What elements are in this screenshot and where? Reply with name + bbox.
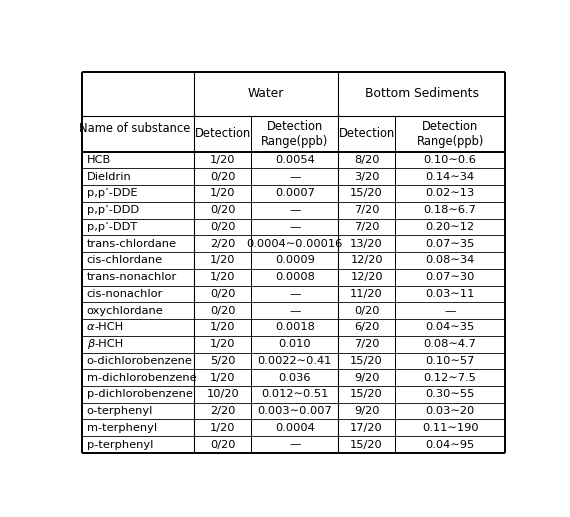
Text: 6/20: 6/20 <box>354 323 379 332</box>
Text: 0.07∼35: 0.07∼35 <box>425 239 475 249</box>
Text: oxychlordane: oxychlordane <box>87 306 164 316</box>
Text: m-dichlorobenzene: m-dichlorobenzene <box>87 373 196 383</box>
Text: 0/20: 0/20 <box>210 172 235 181</box>
Text: 1/20: 1/20 <box>210 373 235 383</box>
Text: cis-chlordane: cis-chlordane <box>87 255 163 265</box>
Text: 0.03∼11: 0.03∼11 <box>425 289 475 299</box>
Text: p-terphenyl: p-terphenyl <box>87 439 153 450</box>
Text: 0/20: 0/20 <box>210 222 235 232</box>
Text: 5/20: 5/20 <box>210 356 235 366</box>
Text: 11/20: 11/20 <box>350 289 383 299</box>
Text: 0.003∼0.007: 0.003∼0.007 <box>257 406 332 416</box>
Text: 1/20: 1/20 <box>210 272 235 282</box>
Text: o-terphenyl: o-terphenyl <box>87 406 153 416</box>
Text: α: α <box>87 323 94 332</box>
Text: 0.10∼0.6: 0.10∼0.6 <box>424 155 477 165</box>
Text: 0.03∼20: 0.03∼20 <box>425 406 475 416</box>
Text: —: — <box>289 172 300 181</box>
Text: 9/20: 9/20 <box>354 373 380 383</box>
Text: 15/20: 15/20 <box>350 439 383 450</box>
Text: p,p’-DDT: p,p’-DDT <box>87 222 137 232</box>
Text: 0.08∼34: 0.08∼34 <box>425 255 475 265</box>
Text: —: — <box>289 222 300 232</box>
Text: 2/20: 2/20 <box>210 239 235 249</box>
Text: 1/20: 1/20 <box>210 339 235 349</box>
Text: 0.14∼34: 0.14∼34 <box>426 172 475 181</box>
Text: 2/20: 2/20 <box>210 406 235 416</box>
Text: 1/20: 1/20 <box>210 423 235 433</box>
Text: 0.0022∼0.41: 0.0022∼0.41 <box>258 356 332 366</box>
Text: 7/20: 7/20 <box>354 205 380 215</box>
Text: 0.04∼35: 0.04∼35 <box>425 323 475 332</box>
Text: -HCH: -HCH <box>95 323 124 332</box>
Text: o-dichlorobenzene: o-dichlorobenzene <box>87 356 193 366</box>
Text: Detection
Range(ppb): Detection Range(ppb) <box>417 120 484 148</box>
Text: p,p’-DDD: p,p’-DDD <box>87 205 139 215</box>
Text: 12/20: 12/20 <box>351 272 383 282</box>
Text: 0/20: 0/20 <box>354 306 380 316</box>
Text: p-dichlorobenzene: p-dichlorobenzene <box>87 389 193 399</box>
Text: 0.11∼190: 0.11∼190 <box>422 423 478 433</box>
Text: 1/20: 1/20 <box>210 323 235 332</box>
Text: 15/20: 15/20 <box>350 356 383 366</box>
Text: 7/20: 7/20 <box>354 339 380 349</box>
Text: trans-nonachlor: trans-nonachlor <box>87 272 177 282</box>
Text: 0.10∼57: 0.10∼57 <box>425 356 475 366</box>
Text: 13/20: 13/20 <box>350 239 383 249</box>
Text: 0.0004∼0.00016: 0.0004∼0.00016 <box>247 239 343 249</box>
Text: 0.0007: 0.0007 <box>275 189 315 199</box>
Text: 15/20: 15/20 <box>350 389 383 399</box>
Text: β: β <box>87 339 94 349</box>
Text: Name of substance: Name of substance <box>79 122 191 135</box>
Text: 0.04∼95: 0.04∼95 <box>425 439 475 450</box>
Text: 0/20: 0/20 <box>210 306 235 316</box>
Text: m-terphenyl: m-terphenyl <box>87 423 157 433</box>
Text: 0.07∼30: 0.07∼30 <box>425 272 475 282</box>
Text: —: — <box>289 205 300 215</box>
Text: 0.0004: 0.0004 <box>275 423 315 433</box>
Text: 8/20: 8/20 <box>354 155 380 165</box>
Text: 1/20: 1/20 <box>210 255 235 265</box>
Text: 0.010: 0.010 <box>278 339 311 349</box>
Text: 1/20: 1/20 <box>210 189 235 199</box>
Text: 9/20: 9/20 <box>354 406 380 416</box>
Text: 0/20: 0/20 <box>210 205 235 215</box>
Text: —: — <box>289 306 300 316</box>
Text: 0/20: 0/20 <box>210 289 235 299</box>
Text: p,p’-DDE: p,p’-DDE <box>87 189 137 199</box>
Text: —: — <box>445 306 456 316</box>
Text: Detection: Detection <box>195 127 251 140</box>
Text: 0.0018: 0.0018 <box>275 323 315 332</box>
Text: 0.012∼0.51: 0.012∼0.51 <box>261 389 328 399</box>
Text: 0.0008: 0.0008 <box>275 272 315 282</box>
Text: Detection
Range(ppb): Detection Range(ppb) <box>261 120 328 148</box>
Text: Water: Water <box>248 87 284 100</box>
Text: 3/20: 3/20 <box>354 172 380 181</box>
Text: —: — <box>289 439 300 450</box>
Text: 0.08∼4.7: 0.08∼4.7 <box>424 339 477 349</box>
Text: Bottom Sediments: Bottom Sediments <box>365 87 479 100</box>
Text: 7/20: 7/20 <box>354 222 380 232</box>
Text: 10/20: 10/20 <box>206 389 239 399</box>
Text: Detection: Detection <box>339 127 394 140</box>
Text: 0/20: 0/20 <box>210 439 235 450</box>
Text: trans-chlordane: trans-chlordane <box>87 239 177 249</box>
Text: 0.02∼13: 0.02∼13 <box>425 189 475 199</box>
Text: 12/20: 12/20 <box>351 255 383 265</box>
Text: Dieldrin: Dieldrin <box>87 172 132 181</box>
Text: -HCH: -HCH <box>95 339 124 349</box>
Text: 0.20∼12: 0.20∼12 <box>426 222 475 232</box>
Text: 0.0009: 0.0009 <box>275 255 315 265</box>
Text: 17/20: 17/20 <box>350 423 383 433</box>
Text: 0.18∼6.7: 0.18∼6.7 <box>424 205 477 215</box>
Text: 0.12∼7.5: 0.12∼7.5 <box>424 373 477 383</box>
Text: 0.0054: 0.0054 <box>275 155 315 165</box>
Text: 15/20: 15/20 <box>350 189 383 199</box>
Text: 0.30∼55: 0.30∼55 <box>425 389 475 399</box>
Text: 0.036: 0.036 <box>279 373 311 383</box>
Text: HCB: HCB <box>87 155 111 165</box>
Text: —: — <box>289 289 300 299</box>
Text: cis-nonachlor: cis-nonachlor <box>87 289 163 299</box>
Text: 1/20: 1/20 <box>210 155 235 165</box>
